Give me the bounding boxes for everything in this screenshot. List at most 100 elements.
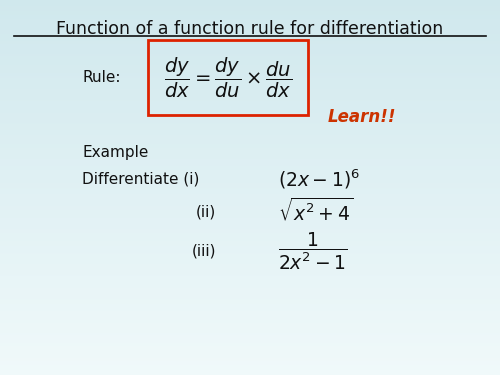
Bar (0, 91, 500, 93)
Bar (0, 96, 500, 98)
Bar (0, 104, 500, 105)
Bar (0, 202, 500, 204)
Bar (0, 359, 500, 360)
Bar (0, 311, 500, 312)
Bar (0, 82, 500, 84)
Bar (0, 222, 500, 224)
Bar (0, 259, 500, 260)
Bar (0, 123, 500, 124)
Text: Learn!!: Learn!! (328, 108, 396, 126)
Bar (0, 138, 500, 139)
Bar (0, 102, 500, 104)
Bar (0, 89, 500, 90)
Bar (0, 368, 500, 369)
Bar (0, 299, 500, 300)
Bar (0, 45, 500, 46)
Bar (0, 76, 500, 78)
Bar (0, 174, 500, 175)
Bar (0, 56, 500, 57)
Bar (0, 145, 500, 146)
Bar (0, 306, 500, 308)
Bar (0, 239, 500, 240)
Bar (0, 142, 500, 144)
Bar (0, 286, 500, 288)
Bar (0, 33, 500, 34)
Bar (0, 366, 500, 368)
Bar (0, 360, 500, 361)
Bar (0, 48, 500, 49)
Bar (0, 184, 500, 185)
Bar (0, 65, 500, 66)
Bar (0, 308, 500, 309)
Bar (0, 153, 500, 154)
Bar (0, 16, 500, 18)
Bar (0, 81, 500, 82)
Bar (0, 320, 500, 321)
Text: Differentiate (i): Differentiate (i) (82, 171, 200, 186)
Bar (0, 226, 500, 228)
Bar (0, 53, 500, 54)
Bar (0, 225, 500, 226)
Text: $\dfrac{1}{2x^{2}-1}$: $\dfrac{1}{2x^{2}-1}$ (278, 230, 348, 272)
Bar (0, 24, 500, 25)
Bar (0, 264, 500, 265)
Bar (0, 284, 500, 285)
Bar (0, 262, 500, 264)
Bar (0, 229, 500, 230)
Bar (0, 100, 500, 101)
Bar (0, 254, 500, 255)
Bar (0, 255, 500, 256)
Bar (0, 194, 500, 195)
Bar (0, 361, 500, 363)
Bar (0, 303, 500, 304)
Bar (0, 266, 500, 267)
Bar (0, 289, 500, 290)
Bar (0, 369, 500, 370)
Bar (0, 186, 500, 188)
Text: $\dfrac{dy}{dx} = \dfrac{dy}{du} \times \dfrac{du}{dx}$: $\dfrac{dy}{dx} = \dfrac{dy}{du} \times … (164, 56, 292, 99)
Bar (0, 162, 500, 164)
Bar (0, 59, 500, 60)
Bar (0, 335, 500, 336)
Bar (0, 235, 500, 236)
Bar (0, 195, 500, 196)
Bar (0, 363, 500, 364)
Bar (0, 21, 500, 22)
Bar (0, 3, 500, 4)
Bar (0, 192, 500, 194)
Bar (0, 99, 500, 100)
Bar (0, 155, 500, 156)
Bar (0, 243, 500, 244)
Bar (0, 170, 500, 171)
Bar (0, 86, 500, 87)
Bar (0, 55, 500, 56)
Bar (0, 115, 500, 116)
Bar (0, 292, 500, 294)
Bar (0, 352, 500, 354)
Bar (0, 344, 500, 345)
Bar (0, 374, 500, 375)
Bar (0, 271, 500, 273)
Bar (0, 189, 500, 190)
Bar (0, 364, 500, 365)
Bar (0, 134, 500, 135)
Bar (0, 177, 500, 179)
Bar (0, 296, 500, 297)
Bar (0, 220, 500, 221)
Bar (0, 109, 500, 110)
Bar (0, 285, 500, 286)
Bar (0, 209, 500, 210)
Bar (0, 15, 500, 16)
Bar (0, 207, 500, 209)
Bar (0, 57, 500, 59)
Bar (0, 95, 500, 96)
Bar (0, 246, 500, 248)
Bar (0, 216, 500, 217)
Bar (0, 348, 500, 349)
Bar (0, 6, 500, 8)
Bar (0, 338, 500, 339)
Bar (0, 151, 500, 153)
Bar (0, 355, 500, 356)
Bar (0, 331, 500, 333)
Bar (0, 326, 500, 327)
